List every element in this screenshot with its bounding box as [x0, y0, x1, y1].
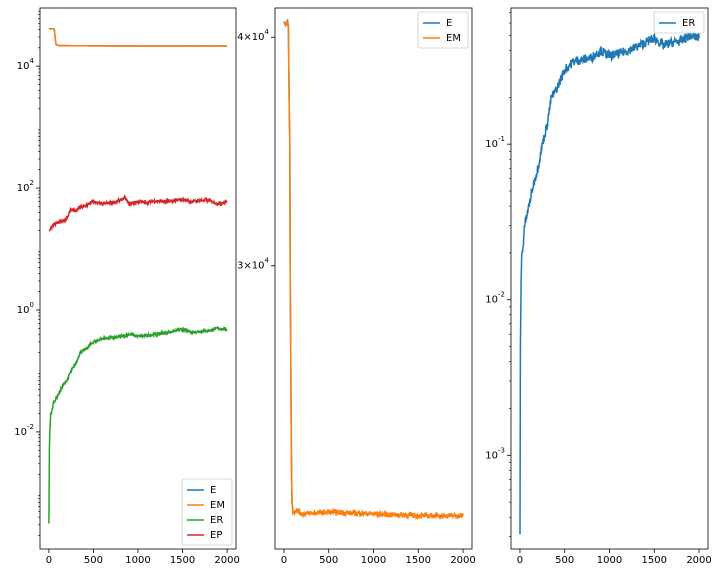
legend-label-er: ER: [682, 18, 695, 29]
y-tick-label: 10-2: [485, 291, 505, 306]
axes-frame: [39, 7, 237, 550]
series-line-ep: [48, 194, 228, 232]
series-line-e: [283, 19, 463, 517]
legend: E EM ER EP: [181, 478, 233, 546]
x-tick-label: 1500: [170, 555, 195, 566]
x-tick-label: 2000: [686, 555, 711, 566]
y-tick-label: 104: [17, 57, 35, 72]
y-tick-label: 10-2: [14, 423, 34, 438]
series-line-em: [283, 19, 464, 521]
legend-label-e: E: [446, 18, 452, 29]
x-tick-label: 1500: [406, 555, 431, 566]
x-tick-label: 0: [46, 555, 52, 566]
y-tick-label: 100: [17, 301, 34, 316]
x-tick-label: 1000: [361, 555, 386, 566]
y-tick-label: 10-1: [485, 135, 505, 150]
series-line-er: [48, 325, 228, 524]
x-tick-label: 500: [319, 555, 338, 566]
legend-label-em: EM: [210, 500, 225, 511]
y-tick-label: 3×104: [237, 257, 269, 272]
x-tick-label: 2000: [214, 555, 239, 566]
legend-box: [653, 11, 705, 34]
series-line-e: [48, 28, 228, 47]
legend-box: [181, 478, 233, 546]
x-tick-label: 1000: [597, 555, 622, 566]
y-tick-label: 102: [17, 179, 34, 194]
series-line-er: [519, 30, 700, 535]
legend-label-e: E: [210, 485, 216, 496]
x-tick-label: 0: [517, 555, 523, 566]
series-line-em: [48, 27, 228, 47]
x-tick-label: 2000: [450, 555, 475, 566]
legend: ER: [653, 11, 705, 34]
legend-label-er: ER: [210, 515, 223, 526]
legend-label-ep: EP: [210, 530, 222, 541]
legend-label-em: EM: [446, 33, 461, 44]
x-tick-label: 500: [84, 555, 103, 566]
axes-frame: [510, 7, 709, 550]
axes-frame: [274, 7, 473, 550]
chart-panel-1: 0 500 1000 1500 2000 10-2 100 102 104 E EM ER EP: [14, 7, 240, 566]
y-tick-label: 10-3: [485, 446, 505, 461]
x-tick-label: 500: [555, 555, 574, 566]
chart-panel-2: 0 500 1000 1500 2000 4×104 3×104 E EM: [237, 7, 476, 566]
x-tick-label: 1500: [642, 555, 667, 566]
legend-box: [417, 11, 469, 49]
y-tick-label: 4×104: [237, 28, 269, 43]
chart-panel-3: 0 500 1000 1500 2000 10-3 10-2 10-1 ER: [485, 7, 712, 566]
x-tick-label: 0: [281, 555, 287, 566]
legend: E EM: [417, 11, 469, 49]
x-tick-label: 1000: [125, 555, 150, 566]
